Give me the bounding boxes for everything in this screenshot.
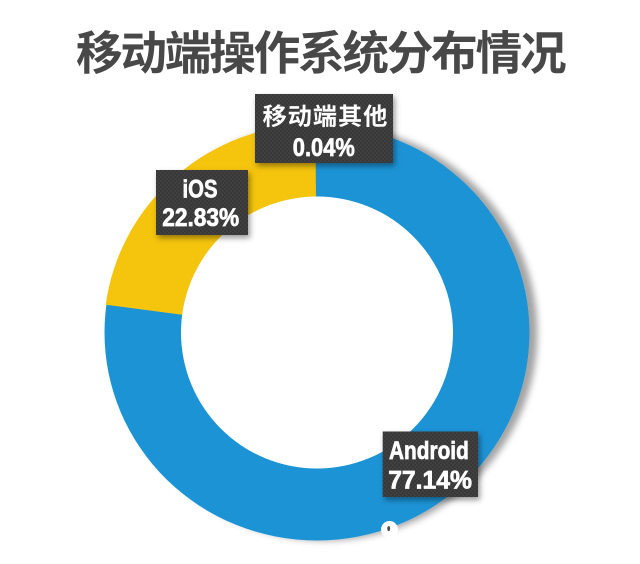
svg-text:iOS: iOS: [183, 176, 218, 204]
svg-text:77.14%: 77.14%: [388, 467, 472, 495]
svg-text:22.83%: 22.83%: [162, 204, 239, 232]
svg-text:Android: Android: [389, 437, 469, 465]
svg-text:0.04%: 0.04%: [293, 134, 355, 162]
